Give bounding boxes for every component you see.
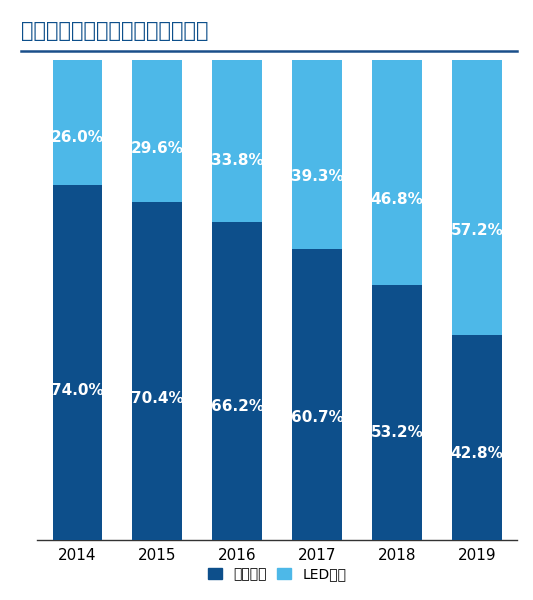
Text: 70.4%: 70.4%	[131, 391, 183, 406]
Bar	[372, 60, 422, 284]
Text: 57.2%: 57.2%	[450, 223, 504, 238]
Bar	[292, 248, 342, 540]
Bar	[212, 222, 262, 540]
Text: 39.3%: 39.3%	[291, 169, 343, 184]
Bar	[52, 60, 102, 185]
Bar	[132, 202, 182, 540]
Text: 33.8%: 33.8%	[211, 153, 263, 168]
Legend: 传统照明, LED照明: 传统照明, LED照明	[208, 567, 346, 581]
Text: 46.8%: 46.8%	[370, 192, 424, 207]
Text: 42.8%: 42.8%	[450, 446, 504, 461]
Text: 74.0%: 74.0%	[51, 383, 103, 398]
Bar	[212, 60, 262, 222]
Bar	[452, 335, 502, 540]
Bar	[452, 60, 502, 335]
Bar	[52, 185, 102, 540]
Text: 26.0%: 26.0%	[51, 130, 104, 145]
Text: 66.2%: 66.2%	[211, 399, 264, 414]
Text: 53.2%: 53.2%	[370, 425, 424, 440]
Text: 29.6%: 29.6%	[131, 140, 184, 155]
Text: 中国通用照明市场收入按技术划分: 中国通用照明市场收入按技术划分	[21, 21, 209, 41]
Bar	[372, 284, 422, 540]
Text: 60.7%: 60.7%	[290, 410, 344, 425]
Bar	[292, 60, 342, 248]
Bar	[132, 60, 182, 202]
